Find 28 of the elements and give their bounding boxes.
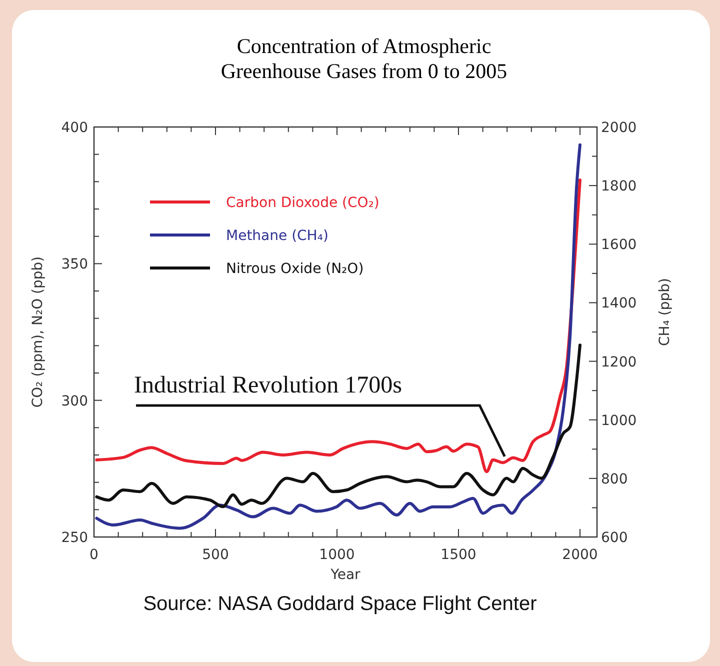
y2-tick-label: 1600 [601,237,637,254]
y2-tick-label: 2000 [601,120,637,136]
legend-label: Carbon Dioxode (CO₂) [226,195,380,211]
annotation: Industrial Revolution 1700s [134,372,402,398]
y-tick-label: 250 [61,530,88,546]
x-axis-title: Year [330,567,361,583]
y2-tick-label: 600 [601,530,628,546]
y-tick-label: 350 [61,256,88,273]
x-tick-label: 2000 [562,547,598,563]
y2-tick-label: 1800 [601,178,637,195]
y2-tick-label: 1000 [601,412,637,429]
chart-title: Concentration of Atmospheric Greenhouse Gases from 0 to 2005 [220,34,508,83]
legend-label: Nitrous Oxide (N₂O) [226,261,364,277]
y2-axis-title: CH₄ (ppb) [657,278,673,346]
x-tick-label: 0 [90,547,98,563]
line-series [95,143,582,530]
legend-label: Methane (CH₄) [226,228,328,244]
y2-tick-label: 800 [601,471,628,488]
y-tick-label: 400 [61,120,88,136]
y2-tick-label: 1200 [601,354,637,370]
source-note: Source: NASA Goddard Space Flight Center [143,593,538,615]
x-tick-label: 1500 [440,547,476,563]
y-tick-label: 300 [61,393,88,410]
y-axis-title: CO₂ (ppm), N₂O (ppb) [30,256,46,408]
line-series [95,344,582,508]
y2-tick-label: 1400 [601,296,637,312]
x-tick-label: 500 [202,547,229,563]
x-tick-label: 1000 [319,547,355,563]
